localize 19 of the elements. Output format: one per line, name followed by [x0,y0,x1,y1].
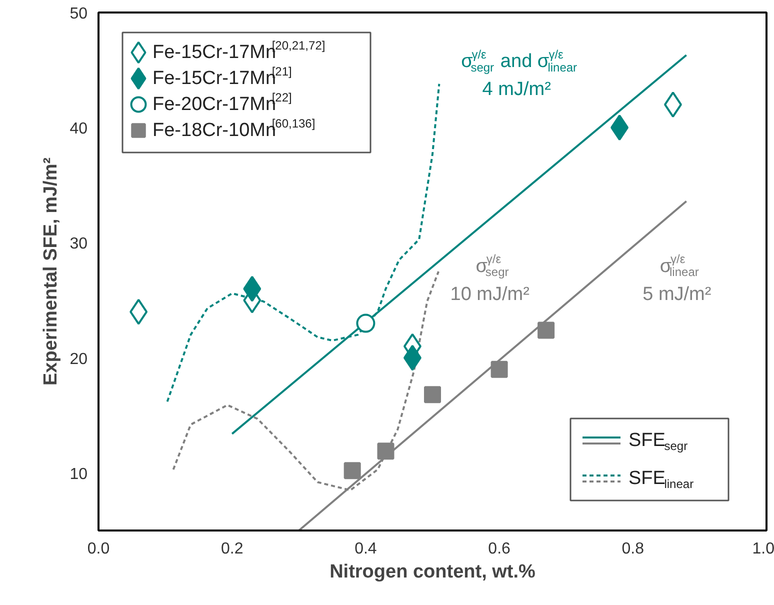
y-axis-title: Experimental SFE, mJ/m² [40,157,62,386]
y-tick-label: 30 [70,236,88,253]
x-tick-label: 0.6 [488,540,511,558]
y-tick-label: 50 [70,6,88,22]
y-tick-label: 10 [70,466,88,483]
x-axis-title: Nitrogen content, wt.% [330,562,536,582]
point [424,386,441,404]
point [490,360,508,378]
x-tick-label: 0.8 [622,540,644,558]
x-tick-label: 0.0 [87,540,110,558]
point [356,314,376,333]
y-tick-label: 40 [70,120,88,138]
x-tick-label: 0.4 [354,540,377,558]
x-tick-label: 0.2 [220,540,244,558]
y-tick-label: 20 [70,350,88,368]
point [538,322,555,339]
x-tick-label: 1.0 [752,540,774,558]
point [344,462,361,480]
point [377,442,394,460]
